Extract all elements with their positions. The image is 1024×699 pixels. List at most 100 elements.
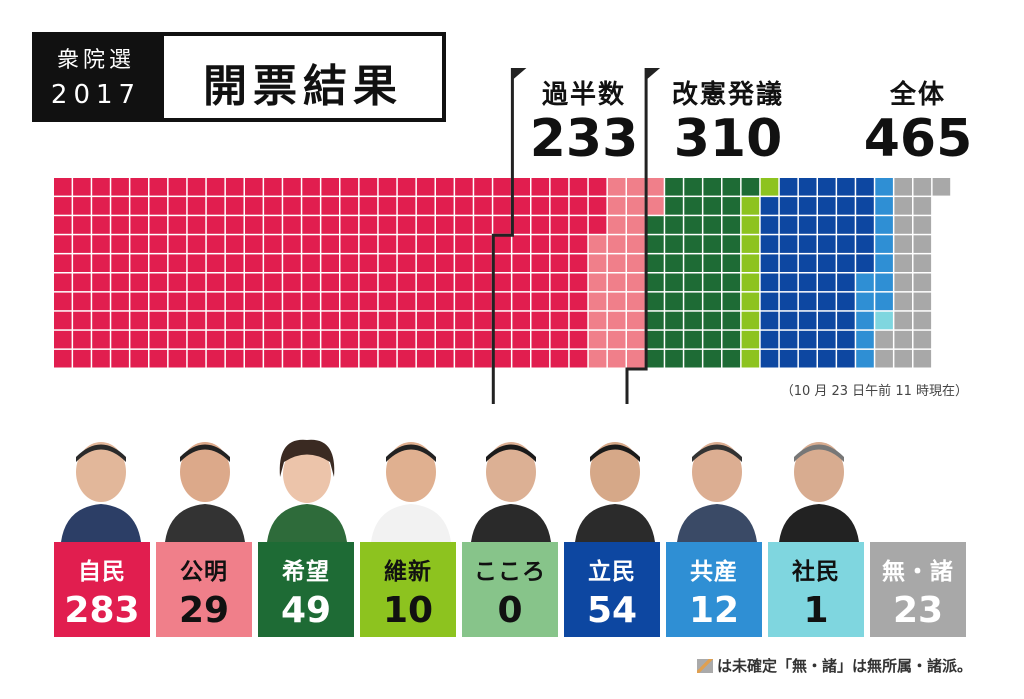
seat-cell	[627, 292, 645, 311]
seat-cell	[837, 330, 855, 349]
party-name: 維新	[384, 559, 432, 585]
seat-cell	[837, 311, 855, 330]
seat-cell	[646, 273, 664, 292]
seat-cell	[474, 178, 492, 196]
seat-cell	[416, 273, 435, 292]
seat-cell	[703, 311, 721, 330]
seat-cell	[703, 273, 721, 292]
seat-cell	[73, 311, 91, 330]
seat-cell	[818, 254, 836, 272]
seat-cell	[646, 349, 664, 368]
seat-cell	[73, 235, 91, 253]
seat-cell	[818, 292, 836, 311]
party-seats: 12	[688, 590, 740, 631]
seat-cell	[913, 292, 932, 311]
seat-cell	[130, 178, 148, 196]
photo-ishin-leader	[371, 442, 451, 542]
seat-cell	[627, 216, 645, 234]
seat-cell	[665, 273, 683, 292]
seat-cell	[531, 197, 550, 215]
seat-cell	[531, 311, 550, 330]
seat-cell	[92, 292, 110, 311]
party-name: 無・諸	[882, 559, 954, 585]
seat-cell	[569, 292, 588, 311]
seat-cell	[818, 197, 836, 215]
seat-cell	[894, 254, 912, 272]
results-title-box: 開票結果	[160, 32, 446, 122]
seat-cell	[149, 273, 168, 292]
seat-cell	[932, 178, 951, 196]
seat-cell	[798, 235, 817, 253]
photo-komeito-leader	[165, 442, 245, 542]
seat-cell	[73, 292, 91, 311]
seat-cell	[779, 254, 798, 272]
seat-cell	[264, 292, 282, 311]
party-name: 共産	[690, 559, 738, 585]
seat-cell	[760, 235, 779, 253]
seat-cell	[73, 178, 91, 196]
seat-cell	[378, 235, 397, 253]
seat-cell	[741, 216, 760, 234]
seat-cell	[92, 216, 110, 234]
party-box-cdp: 立民 54	[564, 542, 660, 637]
seat-cell	[340, 216, 359, 234]
seat-cell	[264, 197, 282, 215]
milestone-total-label: 全体	[889, 80, 946, 110]
seat-cell	[798, 254, 817, 272]
seat-cell	[474, 235, 492, 253]
seat-cell	[569, 273, 588, 292]
seat-cell	[856, 216, 874, 234]
seat-cell	[741, 178, 760, 196]
election-name: 衆院選	[56, 48, 135, 73]
party-seats: 23	[892, 590, 944, 631]
seat-cell	[168, 216, 187, 234]
seat-cell	[455, 254, 473, 272]
majority-marker-flag-icon	[512, 68, 527, 80]
seat-cell	[856, 197, 874, 215]
seat-cell	[607, 178, 626, 196]
milestone-majority-label: 過半数	[541, 80, 626, 110]
seat-cell	[493, 349, 511, 368]
seat-cell	[856, 330, 874, 349]
seat-cell	[321, 292, 339, 311]
seat-cell	[607, 292, 626, 311]
seat-cell	[321, 216, 339, 234]
seat-cell	[283, 311, 301, 330]
party-name: 立民	[588, 559, 636, 585]
seat-cell	[245, 197, 263, 215]
seat-cell	[130, 216, 148, 234]
seat-cell	[359, 235, 378, 253]
seat-cell	[225, 349, 244, 368]
party-seats: 10	[382, 590, 434, 631]
seat-cell	[416, 197, 435, 215]
seat-cell	[321, 273, 339, 292]
seat-cell	[493, 273, 511, 292]
seat-cell	[283, 292, 301, 311]
seat-cell	[397, 292, 416, 311]
seat-cell	[168, 197, 187, 215]
seat-cell	[684, 178, 702, 196]
seat-cell	[588, 330, 607, 349]
seat-cell	[245, 235, 263, 253]
seat-cell	[168, 178, 187, 196]
seat-cell	[474, 254, 492, 272]
seat-cell	[512, 216, 530, 234]
party-seats: 283	[64, 590, 140, 631]
seat-cell	[130, 273, 148, 292]
seat-cell	[474, 311, 492, 330]
seat-cell	[703, 254, 721, 272]
party-seats: 49	[280, 590, 332, 631]
seat-cell	[646, 254, 664, 272]
seat-cell	[73, 254, 91, 272]
seat-cell	[321, 311, 339, 330]
seat-cell	[111, 311, 129, 330]
seat-cell	[894, 292, 912, 311]
seat-cell	[665, 330, 683, 349]
seat-cell	[665, 197, 683, 215]
seat-cell	[187, 178, 206, 196]
seat-cell	[894, 235, 912, 253]
seat-cell	[722, 197, 741, 215]
seat-cell	[378, 273, 397, 292]
seat-cell	[168, 273, 187, 292]
seat-cell	[378, 197, 397, 215]
